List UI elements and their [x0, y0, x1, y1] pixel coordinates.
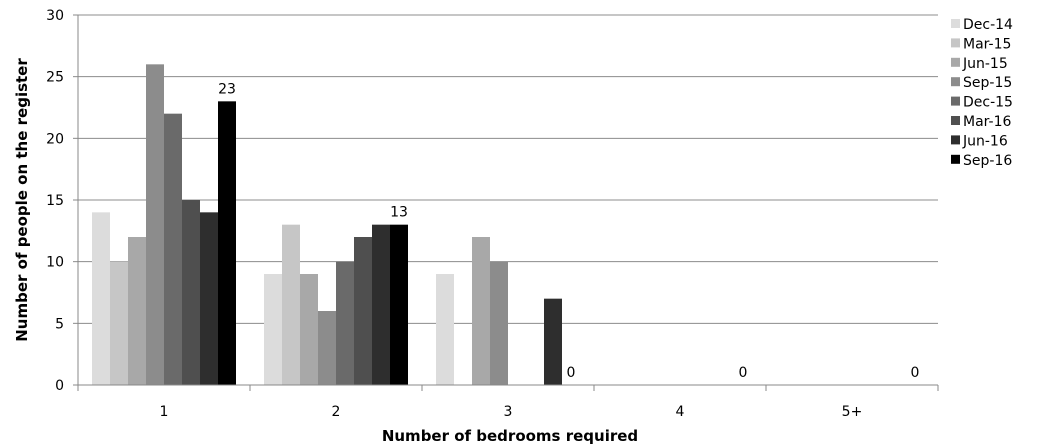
legend-swatch	[951, 96, 960, 106]
data-labels: 23 13 0 0 0	[218, 81, 919, 381]
y-tick-label: 30	[46, 8, 64, 24]
bars	[92, 64, 562, 386]
bar	[264, 274, 282, 385]
x-axis-title: Number of bedrooms required	[382, 427, 638, 445]
data-label: 23	[218, 81, 236, 97]
legend-swatch	[951, 154, 960, 164]
axes	[77, 15, 938, 386]
bar	[110, 261, 128, 385]
x-tick-label: 1	[160, 404, 169, 420]
x-tick-label: 5+	[842, 404, 863, 420]
legend: Dec-14 Mar-15 Jun-15 Sep-15 Dec-15 Mar-16 Jun-…	[951, 17, 1013, 169]
bar	[390, 224, 408, 385]
y-tick-label: 0	[55, 378, 64, 394]
data-label: 13	[390, 205, 408, 221]
bar	[544, 298, 562, 385]
legend-label: Sep-15	[963, 75, 1012, 91]
legend-label: Dec-14	[963, 17, 1013, 33]
legend-label: Dec-15	[963, 95, 1013, 111]
bar	[128, 237, 146, 385]
bar	[146, 64, 164, 385]
legend-swatch	[951, 38, 960, 48]
bar	[282, 224, 300, 385]
legend-label: Mar-15	[963, 36, 1011, 52]
legend-swatch	[951, 57, 960, 67]
y-tick-label: 20	[46, 131, 64, 147]
bar	[200, 212, 218, 385]
bar	[336, 261, 354, 385]
data-label: 0	[567, 365, 576, 381]
y-axis-title: Number of people on the register	[13, 58, 31, 342]
y-tick-labels: 0 5 10 15 20 25 30	[46, 8, 64, 394]
x-tick-label: 3	[504, 404, 513, 420]
bar	[436, 274, 454, 385]
bar	[218, 101, 236, 385]
bar	[164, 113, 182, 386]
legend-swatch	[951, 77, 960, 87]
data-label: 0	[739, 365, 748, 381]
legend-label: Jun-16	[962, 133, 1008, 149]
x-tick-labels: 1 2 3 4 5+	[160, 404, 863, 420]
y-tick-label: 15	[46, 193, 64, 209]
legend-swatch	[951, 19, 960, 28]
bar	[354, 237, 372, 385]
y-tick-label: 5	[55, 316, 64, 332]
bar	[300, 274, 318, 385]
legend-swatch	[951, 135, 960, 145]
bar	[92, 212, 110, 385]
legend-label: Sep-16	[963, 153, 1012, 169]
data-label: 0	[911, 365, 920, 381]
bar	[318, 311, 336, 385]
x-tick-label: 4	[676, 404, 685, 420]
y-tick-label: 25	[46, 70, 64, 86]
bar	[472, 237, 490, 385]
bar	[372, 224, 390, 385]
y-tick-label: 10	[46, 255, 64, 271]
legend-label: Mar-16	[963, 114, 1011, 130]
bar	[182, 200, 200, 385]
bar	[490, 261, 508, 385]
legend-swatch	[951, 116, 960, 125]
x-tick-label: 2	[332, 404, 341, 420]
legend-label: Jun-15	[962, 56, 1008, 72]
